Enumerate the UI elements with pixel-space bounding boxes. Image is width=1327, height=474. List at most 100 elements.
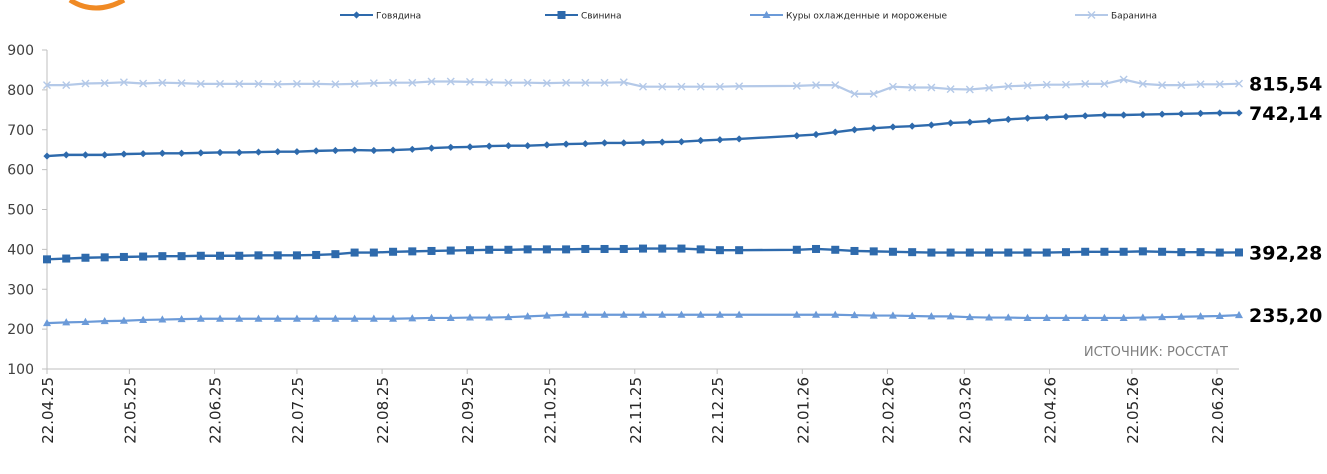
end-value-label: 815,54 — [1249, 74, 1322, 96]
data-point — [235, 251, 244, 260]
y-tick-label: 400 — [7, 242, 34, 258]
data-point — [408, 314, 417, 322]
data-point — [312, 147, 320, 155]
data-point — [62, 81, 71, 90]
y-tick-label: 100 — [7, 362, 34, 378]
data-point — [1081, 112, 1089, 120]
data-point — [888, 311, 897, 319]
data-point — [869, 89, 878, 98]
data-point — [908, 248, 917, 257]
data-point — [331, 80, 340, 89]
data-point — [735, 135, 743, 143]
source-note: ИСТОЧНИК: РОССТАТ — [1084, 345, 1228, 360]
data-point — [658, 82, 667, 91]
end-value-label: 235,20 — [1249, 305, 1322, 327]
data-point — [850, 126, 859, 134]
data-point — [658, 244, 667, 253]
data-point — [947, 119, 955, 127]
data-point — [1138, 79, 1147, 88]
data-point — [139, 315, 148, 323]
data-point — [1023, 248, 1032, 257]
data-point — [1196, 312, 1205, 320]
data-point — [43, 81, 51, 90]
data-point — [196, 314, 205, 322]
data-point — [1042, 313, 1051, 321]
data-point — [850, 89, 859, 98]
legend-item: Куры охлажденные и мороженые — [750, 10, 947, 22]
data-point — [735, 310, 744, 318]
data-point — [504, 312, 513, 321]
x-tick-label: 22.01.26 — [794, 377, 812, 444]
data-point — [562, 310, 571, 318]
data-point — [1061, 80, 1070, 89]
x-tick-label: 22.05.26 — [1124, 377, 1142, 444]
data-point — [389, 146, 397, 154]
legend-marker — [762, 10, 771, 18]
data-point — [927, 121, 935, 129]
data-point — [158, 252, 167, 261]
data-point — [639, 138, 647, 147]
data-point — [446, 77, 455, 86]
data-point — [158, 78, 167, 87]
data-point — [1004, 248, 1013, 257]
data-point — [408, 78, 417, 87]
data-point — [1177, 81, 1186, 90]
data-point — [504, 142, 513, 150]
data-point — [639, 244, 647, 253]
y-tick-label: 700 — [7, 123, 34, 139]
data-point — [273, 314, 282, 322]
data-point — [792, 81, 801, 90]
data-point — [715, 246, 724, 255]
series-layer — [43, 75, 1243, 327]
data-point — [1120, 111, 1128, 119]
data-point — [1023, 114, 1032, 122]
legend-marker — [557, 11, 566, 19]
data-point — [870, 124, 878, 132]
data-point — [1100, 79, 1109, 88]
data-point — [1216, 109, 1224, 117]
data-point — [62, 254, 71, 263]
data-point — [312, 79, 321, 88]
axes: 100 200 300 400 500 600 700 800 900 22.04.25 22.05… — [7, 43, 1239, 444]
data-point — [427, 246, 436, 255]
data-point — [62, 318, 71, 326]
end-value-label: 742,14 — [1249, 103, 1322, 125]
data-point — [1042, 248, 1051, 257]
data-point — [427, 313, 436, 321]
data-point — [677, 82, 686, 91]
data-point — [408, 247, 417, 256]
data-point — [427, 77, 436, 86]
data-point — [1138, 313, 1147, 321]
data-point — [177, 149, 186, 157]
data-point — [619, 78, 628, 87]
data-point — [119, 316, 128, 324]
series-4 — [43, 75, 1243, 98]
data-point — [331, 250, 340, 259]
data-point — [1023, 81, 1032, 90]
data-point — [408, 145, 416, 153]
data-point — [562, 245, 571, 254]
data-point — [524, 142, 532, 150]
data-point — [792, 310, 801, 318]
data-point — [908, 83, 917, 92]
data-point — [292, 251, 301, 260]
data-point — [504, 78, 513, 87]
data-point — [312, 250, 321, 259]
data-point — [1158, 81, 1167, 90]
data-point — [158, 315, 167, 323]
data-point — [81, 253, 90, 262]
data-point — [715, 310, 724, 318]
series-1 — [43, 109, 1243, 160]
end-value-label: 392,28 — [1249, 242, 1322, 264]
data-point — [812, 130, 820, 139]
data-point — [119, 78, 128, 87]
data-point — [254, 148, 263, 156]
data-point — [485, 245, 494, 254]
data-point — [254, 79, 263, 88]
data-point — [946, 312, 955, 320]
data-point — [985, 313, 994, 321]
series-line — [46, 111, 1240, 158]
data-point — [792, 245, 801, 254]
data-point — [235, 314, 244, 322]
data-point — [292, 314, 301, 322]
